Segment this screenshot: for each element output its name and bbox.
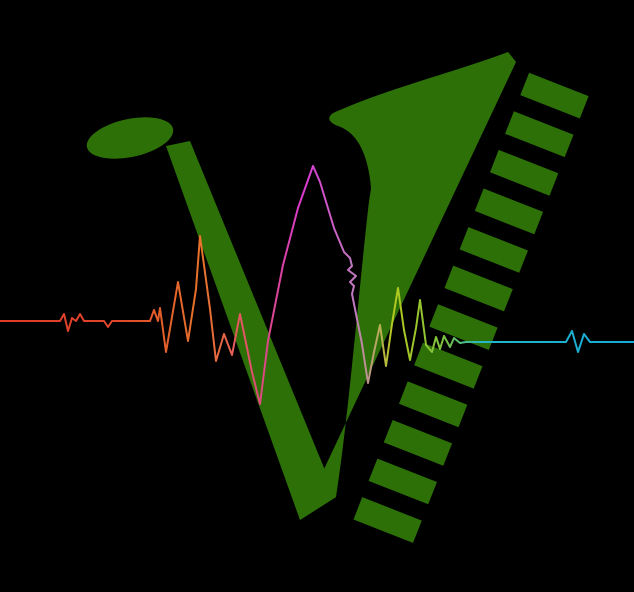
check-mark-stripe bbox=[429, 304, 498, 350]
ecg-waveform-line bbox=[0, 165, 634, 405]
check-mark-stripe bbox=[490, 149, 559, 196]
check-mark-long-arm bbox=[300, 52, 516, 520]
check-mark-stripe bbox=[414, 342, 483, 389]
check-mark-stripe bbox=[505, 111, 574, 158]
check-mark-stripe bbox=[368, 458, 437, 505]
check-mark-group bbox=[86, 52, 516, 520]
short-arm-cap-ellipse bbox=[86, 117, 174, 159]
check-mark-stripe bbox=[383, 420, 453, 466]
check-mark-stripe bbox=[459, 227, 528, 273]
check-mark-stripe bbox=[444, 265, 513, 312]
check-mark-stripes bbox=[353, 72, 589, 543]
check-mark-stripe bbox=[399, 381, 468, 428]
check-mark-upper-blade bbox=[329, 52, 516, 230]
check-mark-short-arm bbox=[166, 141, 336, 520]
check-mark-stripe bbox=[520, 72, 589, 119]
check-mark-stripe bbox=[474, 188, 544, 235]
check-mark-stripe bbox=[353, 497, 422, 543]
